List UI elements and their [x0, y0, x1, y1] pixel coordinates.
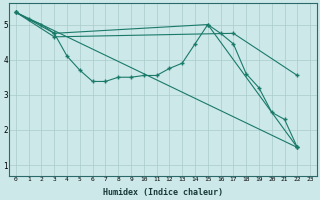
- X-axis label: Humidex (Indice chaleur): Humidex (Indice chaleur): [103, 188, 223, 197]
